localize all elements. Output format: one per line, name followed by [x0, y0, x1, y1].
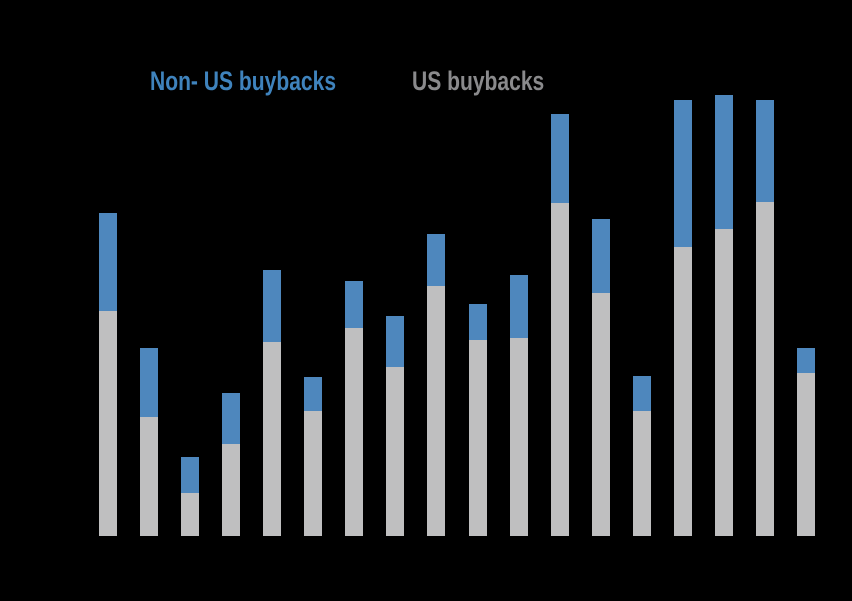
non-us-segment	[755, 99, 774, 202]
stacked-bar	[673, 99, 692, 536]
us-segment	[673, 246, 692, 536]
non-us-segment	[386, 315, 405, 367]
non-us-segment	[714, 94, 733, 229]
us-segment	[468, 339, 487, 536]
stacked-bar	[797, 347, 816, 536]
non-us-segment	[509, 274, 528, 338]
legend-non-us-label: Non- US buybacks	[150, 66, 337, 96]
stacked-bar	[714, 94, 733, 536]
non-us-segment	[550, 113, 569, 203]
stacked-bar	[304, 376, 323, 536]
non-us-segment	[632, 375, 651, 411]
stacked-bar	[509, 274, 528, 536]
non-us-segment	[263, 269, 282, 342]
stacked-bar	[755, 99, 774, 536]
stacked-bar	[427, 233, 446, 536]
us-segment	[304, 410, 323, 536]
us-segment	[345, 327, 364, 536]
legend-us-label: US buybacks	[412, 66, 545, 96]
stacked-bar	[181, 456, 200, 536]
us-segment	[140, 416, 159, 536]
non-us-segment	[140, 347, 159, 417]
stacked-bar	[632, 375, 651, 536]
non-us-segment	[181, 456, 200, 493]
non-us-segment	[591, 218, 610, 293]
stacked-bar	[591, 218, 610, 536]
us-segment	[222, 443, 241, 536]
us-segment	[509, 337, 528, 536]
us-segment	[263, 341, 282, 536]
us-segment	[181, 492, 200, 536]
non-us-segment	[468, 303, 487, 340]
us-segment	[99, 310, 117, 536]
us-segment	[550, 202, 569, 536]
us-segment	[755, 201, 774, 536]
non-us-segment	[222, 392, 241, 444]
us-segment	[797, 372, 816, 536]
stacked-bar	[263, 269, 282, 536]
us-segment	[386, 366, 405, 536]
stacked-bar	[99, 212, 117, 536]
stacked-bar	[345, 280, 364, 536]
stacked-bar	[222, 392, 241, 536]
stacked-bar	[550, 113, 569, 536]
stacked-bar	[386, 315, 405, 536]
non-us-segment	[427, 233, 446, 286]
non-us-segment	[797, 347, 816, 373]
non-us-segment	[345, 280, 364, 328]
us-segment	[714, 228, 733, 536]
non-us-segment	[673, 99, 692, 247]
us-segment	[632, 410, 651, 536]
non-us-segment	[304, 376, 323, 411]
stacked-bar	[140, 347, 159, 536]
us-segment	[427, 285, 446, 536]
us-segment	[591, 292, 610, 536]
non-us-segment	[99, 212, 117, 311]
stacked-bar	[468, 303, 487, 536]
